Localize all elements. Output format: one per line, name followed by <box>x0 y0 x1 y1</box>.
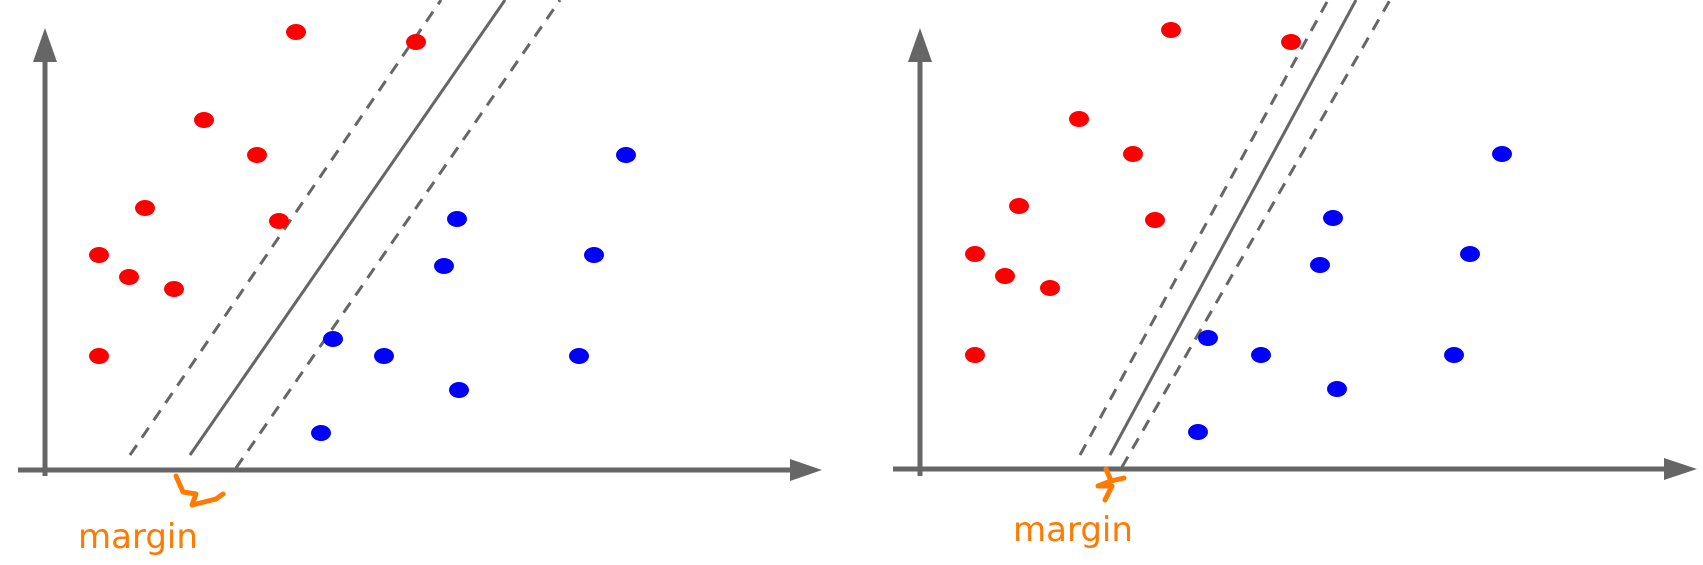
class-b-point <box>584 247 604 263</box>
x-axis-arrow-icon <box>790 459 822 481</box>
class-a-point <box>247 147 267 163</box>
y-axis-arrow-icon <box>33 28 57 62</box>
class-b-point <box>1460 246 1480 262</box>
class-a-point <box>1069 111 1089 127</box>
class-a-point <box>1281 34 1301 50</box>
margin-label: margin <box>1013 510 1133 550</box>
margin-lines <box>128 0 562 469</box>
class-a-point <box>164 281 184 297</box>
axes <box>893 28 1697 480</box>
decision-boundary <box>188 0 507 456</box>
y-axis-arrow-icon <box>908 28 932 62</box>
class-b-point <box>569 348 589 364</box>
class-a-point <box>286 24 306 40</box>
points-class-a <box>965 22 1301 363</box>
class-a-point <box>269 213 289 229</box>
class-a-point <box>89 247 109 263</box>
panel-narrow-margin: margin <box>893 0 1697 550</box>
class-a-point <box>1009 198 1029 214</box>
panel-wide-margin: margin <box>18 0 822 557</box>
margin-bracket-icon <box>1095 466 1127 503</box>
margin-line-lower <box>234 0 562 469</box>
class-b-point <box>1327 381 1347 397</box>
margin-line-upper <box>1078 0 1330 456</box>
axes <box>18 28 822 481</box>
margin-bracket-icon <box>173 473 226 508</box>
class-b-point <box>1251 347 1271 363</box>
points-class-a <box>89 24 426 364</box>
class-b-point <box>311 425 331 441</box>
class-b-point <box>1198 330 1218 346</box>
margin-label: margin <box>78 517 198 557</box>
class-b-point <box>434 258 454 274</box>
class-b-point <box>1323 210 1343 226</box>
margin-line-upper <box>128 0 443 456</box>
class-a-point <box>135 200 155 216</box>
class-b-point <box>1492 146 1512 162</box>
points-class-b <box>311 147 636 441</box>
class-b-point <box>1188 424 1208 440</box>
class-a-point <box>1145 212 1165 228</box>
class-b-point <box>616 147 636 163</box>
class-a-point <box>1161 22 1181 38</box>
points-class-b <box>1188 146 1512 440</box>
class-b-point <box>1444 347 1464 363</box>
class-b-point <box>323 331 343 347</box>
class-a-point <box>965 246 985 262</box>
class-a-point <box>89 348 109 364</box>
class-b-point <box>449 382 469 398</box>
margin-line-lower <box>1120 0 1392 468</box>
class-b-point <box>374 348 394 364</box>
margin-lines <box>1078 0 1392 468</box>
class-a-point <box>965 347 985 363</box>
class-a-point <box>194 112 214 128</box>
class-b-point <box>447 211 467 227</box>
decision-boundary <box>1108 0 1358 456</box>
x-axis-arrow-icon <box>1664 458 1697 480</box>
class-b-point <box>1310 257 1330 273</box>
class-a-point <box>1123 146 1143 162</box>
class-a-point <box>406 34 426 50</box>
class-a-point <box>995 268 1015 284</box>
class-a-point <box>119 269 139 285</box>
class-a-point <box>1040 280 1060 296</box>
